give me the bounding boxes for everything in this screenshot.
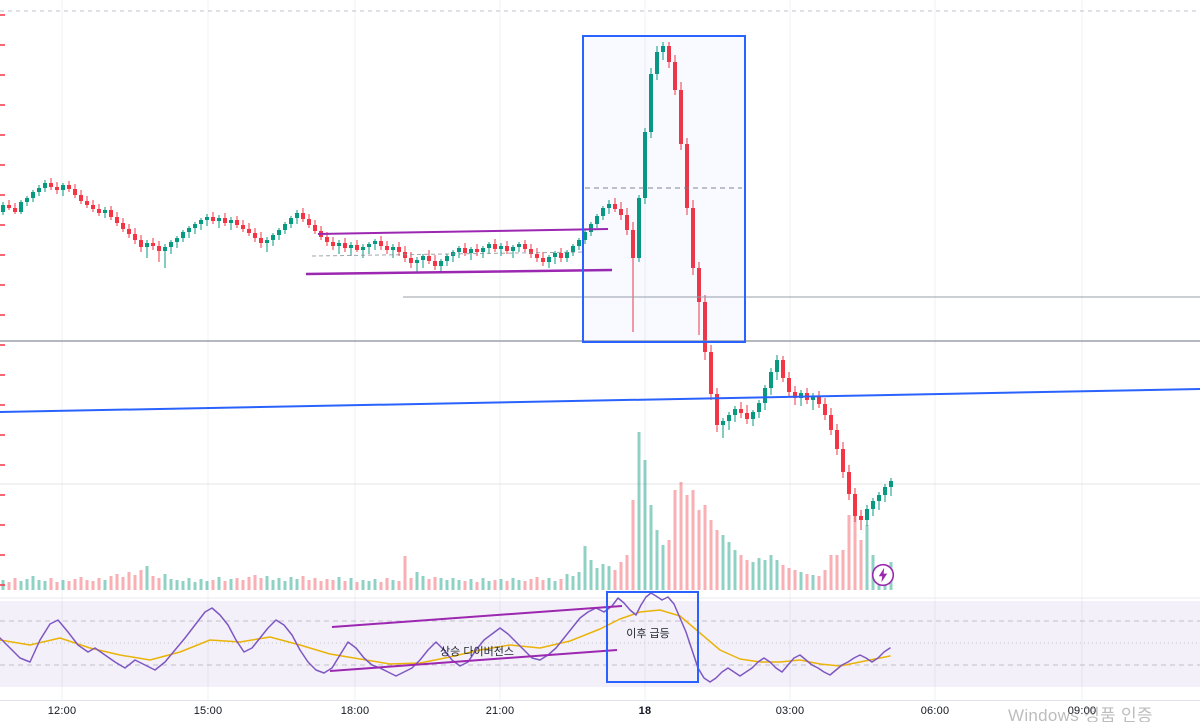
time-axis-label: 12:00 [47, 705, 77, 717]
candlestick-series [1, 42, 893, 530]
time-axis-label: 06:00 [920, 705, 950, 717]
time-axis[interactable]: 12:00 15:00 18:00 21:00 18 03:00 06:00 0… [0, 700, 1200, 722]
time-axis-label: 03:00 [775, 705, 805, 717]
rsi-drawings[interactable] [329, 591, 699, 683]
lightning-icon [871, 563, 895, 587]
annotation-text[interactable]: 상승 다이버전스 [440, 646, 514, 658]
left-price-ticks [0, 14, 5, 586]
windows-activation-watermark: Windows 정품 인증 [1008, 706, 1153, 722]
lightning-button[interactable] [871, 563, 895, 587]
time-axis-label: 18:00 [340, 705, 370, 717]
time-axis-label: 09:00 [1067, 705, 1097, 717]
rsi-lines [0, 592, 891, 683]
price-drawings[interactable] [305, 35, 746, 343]
price-highlight-box[interactable] [582, 35, 746, 343]
time-axis-label: 15:00 [193, 705, 223, 717]
time-axis-label: 18 [638, 705, 652, 717]
annotation-text[interactable]: 이후 급등 [626, 628, 670, 640]
gridlines [0, 0, 1200, 700]
rsi-highlight-box[interactable] [606, 591, 699, 683]
time-axis-label: 21:00 [485, 705, 515, 717]
volume-series [1, 432, 893, 590]
